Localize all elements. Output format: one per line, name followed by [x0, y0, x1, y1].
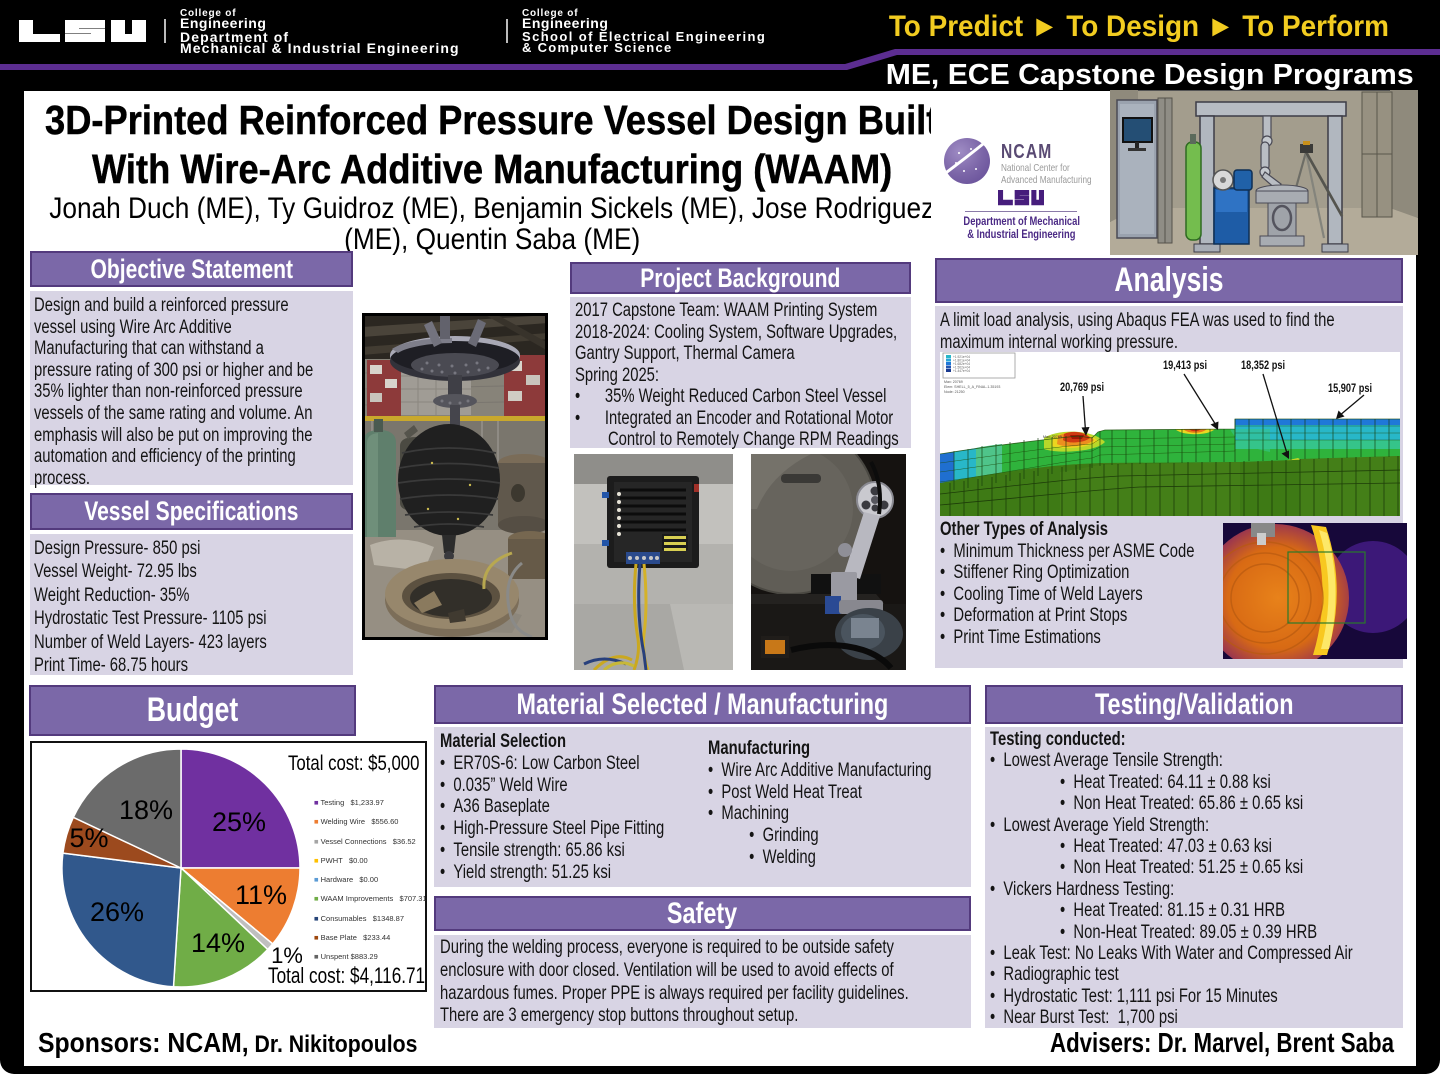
svg-text:+1.447e+04: +1.447e+04 — [953, 369, 970, 373]
svg-text:19,413 psi: 19,413 psi — [1163, 360, 1207, 372]
svg-text:Node: 21250: Node: 21250 — [944, 390, 965, 394]
svg-text:+1.562e+04: +1.562e+04 — [953, 366, 970, 370]
svg-text:+1.921e+04: +1.921e+04 — [953, 355, 970, 359]
svg-text:18,352 psi: 18,352 psi — [1241, 360, 1285, 372]
svg-text:Max: 20769: Max: 20769 — [944, 380, 963, 384]
svg-text:15,907 psi: 15,907 psi — [1328, 383, 1372, 395]
svg-text:18%: 18% — [119, 795, 173, 825]
svg-text:20,769 psi: 20,769 psi — [1060, 382, 1104, 394]
svg-text:5%: 5% — [69, 823, 108, 853]
svg-text:25%: 25% — [212, 807, 266, 837]
svg-text:11%: 11% — [235, 880, 287, 910]
svg-text:+1.801e+04: +1.801e+04 — [953, 359, 970, 363]
svg-text:14%: 14% — [191, 928, 245, 958]
svg-text:26%: 26% — [90, 897, 144, 927]
svg-text:+1.682e+04: +1.682e+04 — [953, 362, 970, 366]
svg-text:Max: 20769: Max: 20769 — [1043, 435, 1062, 439]
svg-text:Elem: SHELL_5_A_FINAL-1.35193: Elem: SHELL_5_A_FINAL-1.35193 — [944, 385, 1000, 389]
svg-text:1%: 1% — [271, 943, 302, 968]
